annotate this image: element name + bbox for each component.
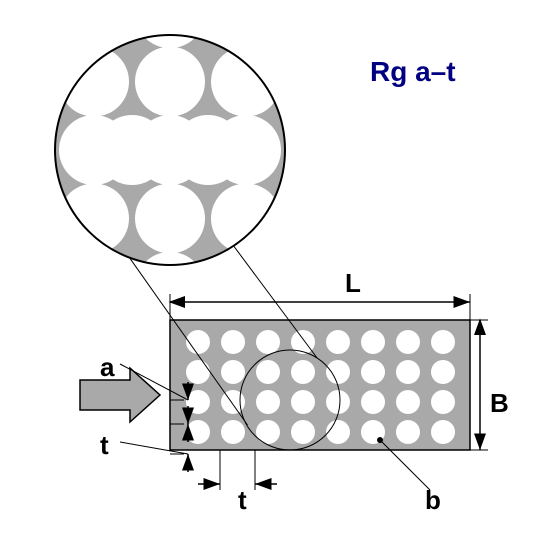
- perforated-sheet-diagram: [0, 0, 550, 550]
- label-b: b: [425, 485, 441, 516]
- diagram-title: Rg a–t: [370, 56, 456, 88]
- label-t-left: t: [100, 430, 109, 461]
- label-a: a: [100, 352, 114, 383]
- label-t-bottom: t: [238, 485, 247, 516]
- label-L: L: [345, 268, 361, 299]
- label-B: B: [490, 388, 509, 419]
